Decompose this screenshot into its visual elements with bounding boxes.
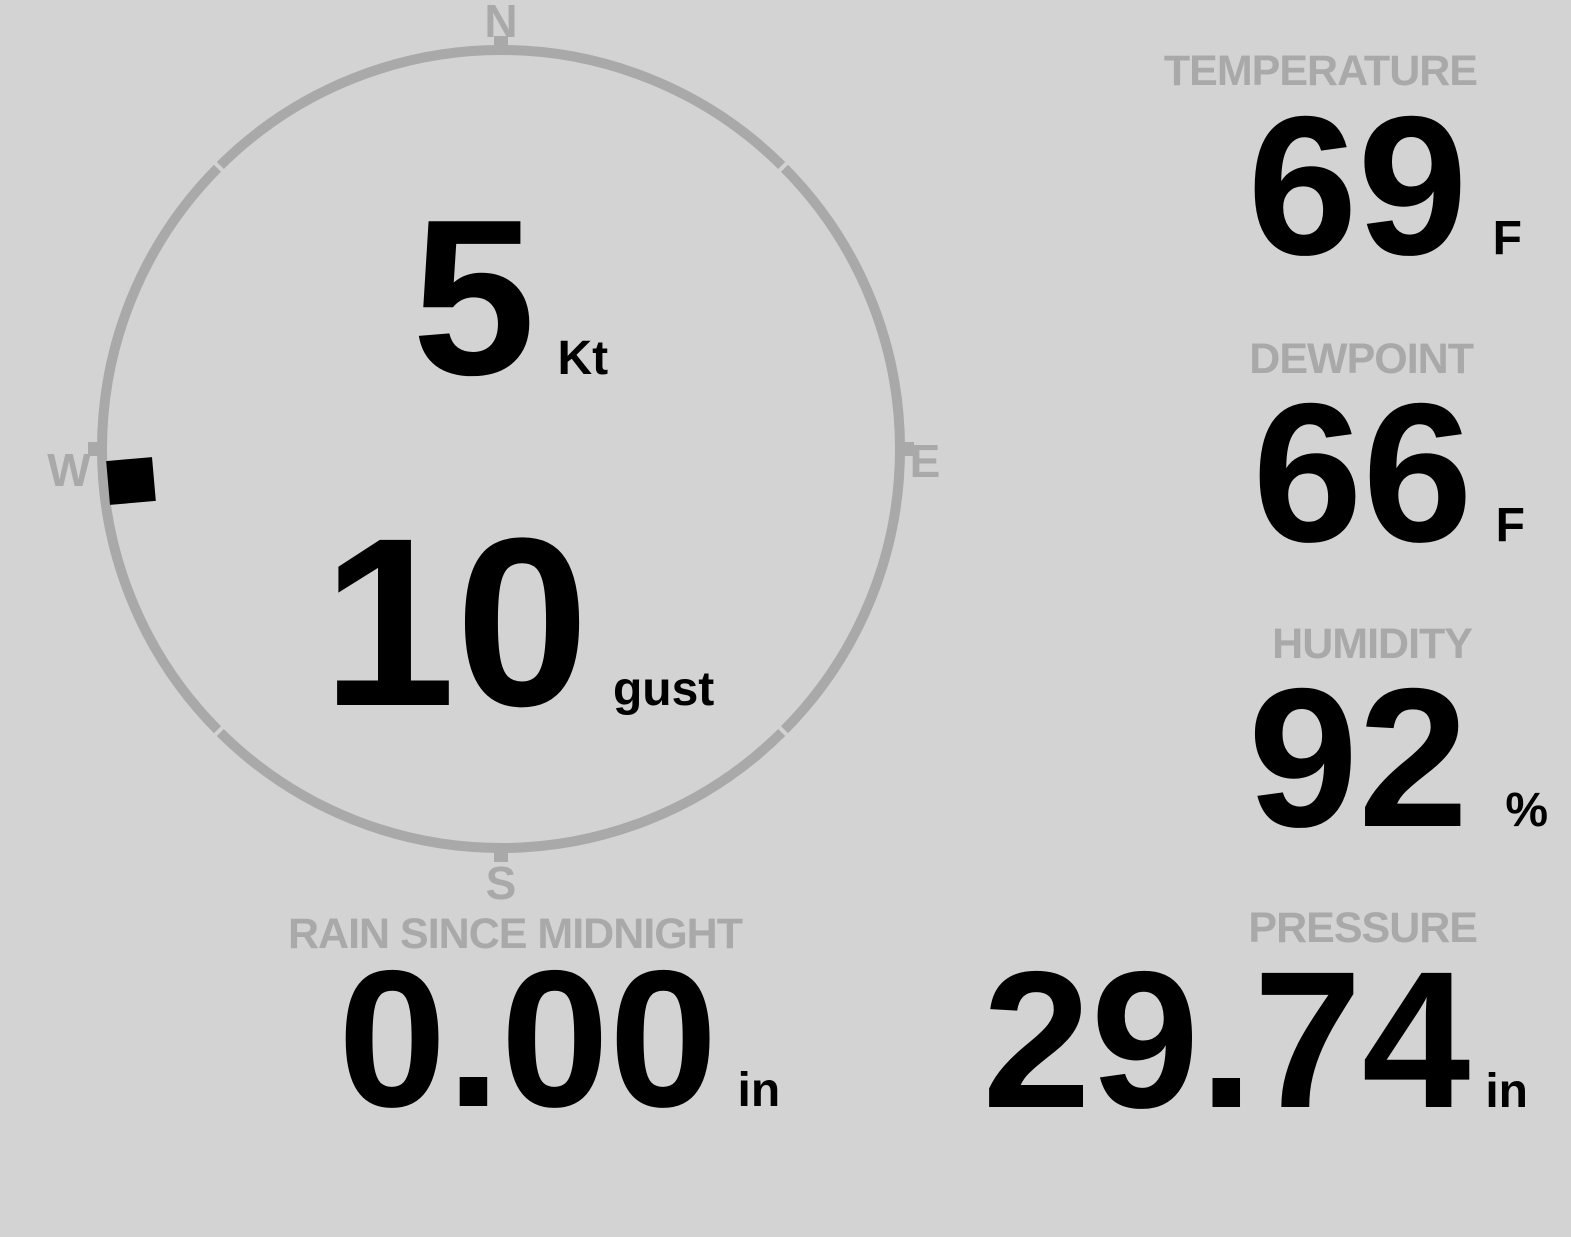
temperature-reading: 69 F (1247, 87, 1522, 285)
wind-direction-marker (106, 457, 156, 505)
dewpoint-reading: 66 F (1252, 374, 1525, 572)
wind-gust-reading: 10 gust (322, 502, 714, 742)
temperature-unit: F (1492, 212, 1522, 265)
compass-label-north: N (484, 0, 518, 47)
humidity-value: 92 (1248, 647, 1469, 868)
compass-intercardinal-notches (206, 154, 796, 744)
wind-speed-value: 5 (412, 174, 536, 422)
dewpoint-value: 66 (1252, 362, 1473, 583)
temperature-label: TEMPERATURE (1163, 47, 1478, 95)
rain-reading: 0.00 in (338, 942, 780, 1137)
rain-label: RAIN SINCE MIDNIGHT (288, 910, 743, 958)
compass-label-south: S (485, 857, 517, 909)
pressure-value: 29.74 (982, 931, 1471, 1149)
rain-value: 0.00 (338, 930, 718, 1148)
wind-speed-reading: 5 Kt (412, 187, 608, 409)
compass-label-east: E (909, 435, 941, 487)
temperature-value: 69 (1247, 75, 1468, 296)
pressure-unit: in (1485, 1065, 1528, 1118)
dewpoint-unit: F (1495, 499, 1525, 552)
dewpoint-label: DEWPOINT (1249, 335, 1474, 383)
compass-label-west: W (47, 444, 91, 496)
compass-cardinal-ticks (88, 36, 914, 862)
humidity-label: HUMIDITY (1272, 620, 1473, 668)
pressure-reading: 29.74 in (982, 943, 1528, 1138)
humidity-reading: 92 % (1248, 659, 1548, 857)
wind-gust-value: 10 (322, 488, 589, 756)
rain-unit: in (737, 1064, 781, 1117)
wind-gust-unit: gust (612, 663, 715, 716)
humidity-unit: % (1505, 784, 1548, 837)
pressure-label: PRESSURE (1248, 904, 1478, 952)
wind-speed-unit: Kt (557, 332, 609, 385)
